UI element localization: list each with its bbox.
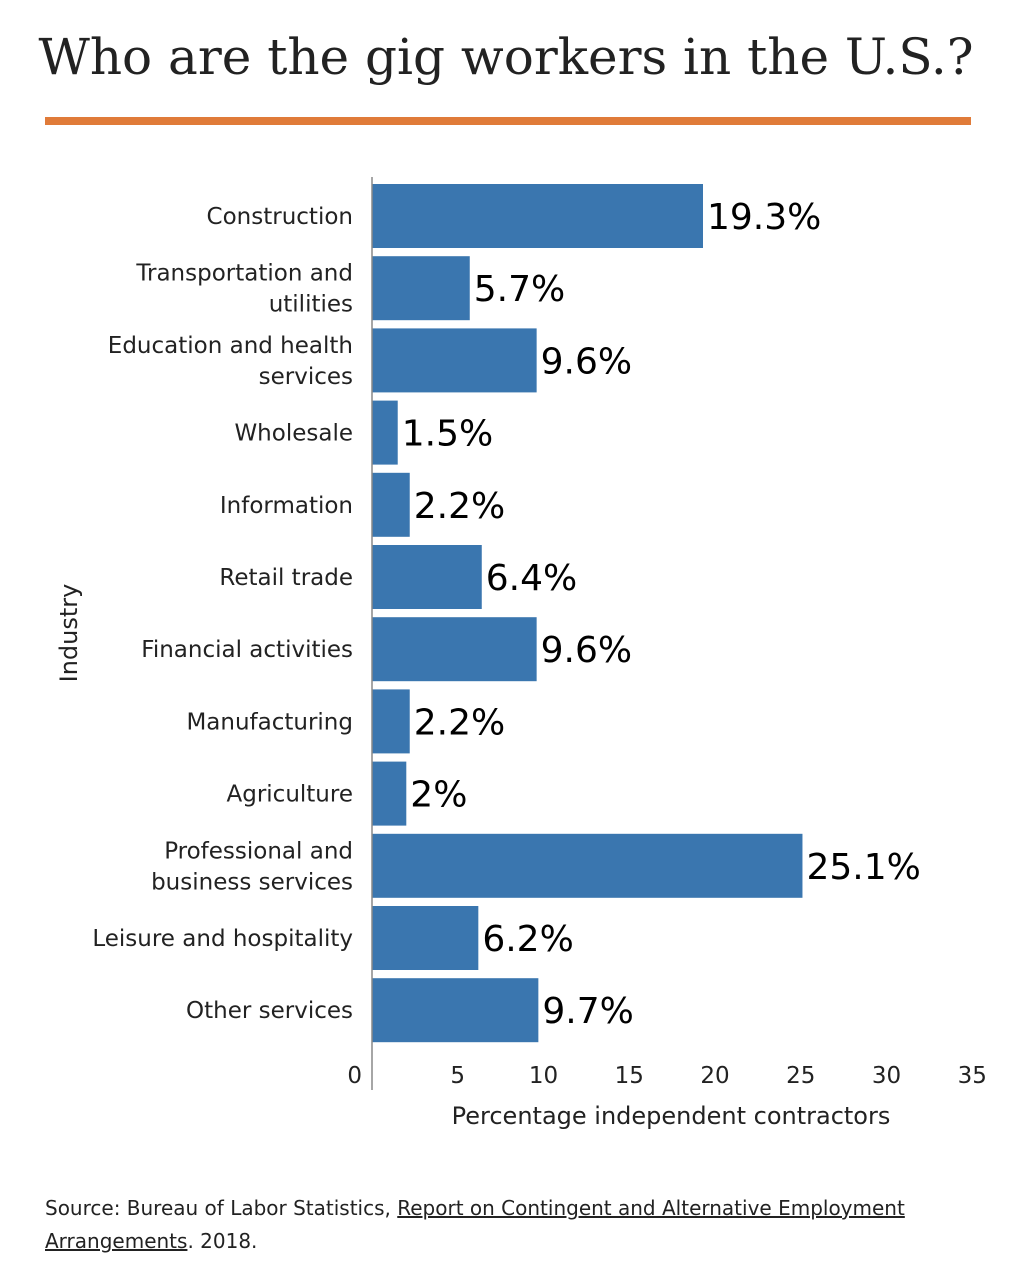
category-label: Leisure and hospitality — [92, 926, 353, 952]
category-label: Manufacturing — [186, 709, 353, 735]
category-label: Wholesale — [234, 421, 353, 447]
category-label: Agriculture — [227, 782, 354, 808]
bar — [372, 906, 479, 970]
bar — [372, 472, 410, 537]
x-tick-label: 35 — [958, 1063, 987, 1089]
bar — [372, 256, 470, 321]
category-label: Retail trade — [219, 565, 353, 591]
x-tick-label: 5 — [450, 1063, 465, 1089]
bar-value-label: 2.2% — [414, 486, 505, 527]
source-report-link[interactable]: Report on Contingent and Alternative Emp… — [45, 1196, 905, 1253]
category-label: Professional and business services — [151, 838, 353, 895]
bar — [372, 545, 482, 609]
bar-value-label: 25.1% — [806, 847, 920, 888]
bar-value-label: 2.2% — [414, 702, 505, 743]
bar — [372, 328, 537, 393]
x-tick-label: 10 — [529, 1063, 558, 1089]
bar — [372, 184, 703, 248]
source-suffix: . 2018. — [187, 1229, 258, 1253]
category-label: Financial activities — [141, 637, 353, 663]
bar-value-label: 9.7% — [542, 991, 633, 1032]
x-axis-title: Percentage independent contractors — [452, 1102, 891, 1130]
bar — [372, 761, 407, 826]
x-tick-label: 25 — [786, 1063, 815, 1089]
bar-chart: Construction Transportation and utilities E… — [55, 177, 987, 1130]
bar — [372, 689, 410, 754]
category-label: Transportation and utilities — [135, 261, 353, 318]
bar-value-label: 6.4% — [486, 558, 577, 599]
x-tick-label: 0 — [347, 1063, 362, 1089]
bar — [372, 978, 539, 1043]
category-label: Construction — [207, 204, 353, 230]
bar-value-label: 5.7% — [474, 269, 565, 310]
x-tick-label: 15 — [615, 1063, 644, 1089]
category-labels-group: Construction Transportation and utilities E… — [92, 204, 353, 1024]
bar — [372, 833, 803, 898]
category-label: Other services — [186, 998, 353, 1024]
source-note: Source: Bureau of Labor Statistics, Repo… — [45, 1192, 945, 1258]
x-tick-label: 30 — [872, 1063, 901, 1089]
category-label: Information — [220, 493, 353, 519]
title-underline — [45, 117, 971, 125]
bar-value-label: 1.5% — [402, 414, 493, 455]
bar-value-label: 19.3% — [707, 197, 821, 238]
bar-value-label: 2% — [410, 775, 467, 816]
bar-value-label: 9.6% — [541, 630, 632, 671]
page-title: Who are the gig workers in the U.S.? — [38, 28, 974, 86]
source-prefix: Source: Bureau of Labor Statistics, — [45, 1196, 398, 1220]
bar — [372, 400, 398, 465]
category-label: Education and health services — [108, 333, 353, 390]
bars-group — [372, 184, 803, 1043]
y-axis-title: Industry — [55, 584, 83, 683]
bar-value-label: 6.2% — [482, 919, 573, 960]
bar — [372, 617, 537, 682]
x-tick-label: 20 — [700, 1063, 729, 1089]
x-tick-labels-group: 0 5 10 15 20 25 30 35 — [347, 1063, 987, 1089]
value-labels-group: 19.3% 5.7% 9.6% 1.5% 2.2% 6.4% 9.6% 2.2% 2% 25.1%… — [402, 197, 921, 1032]
bar-value-label: 9.6% — [541, 341, 632, 382]
